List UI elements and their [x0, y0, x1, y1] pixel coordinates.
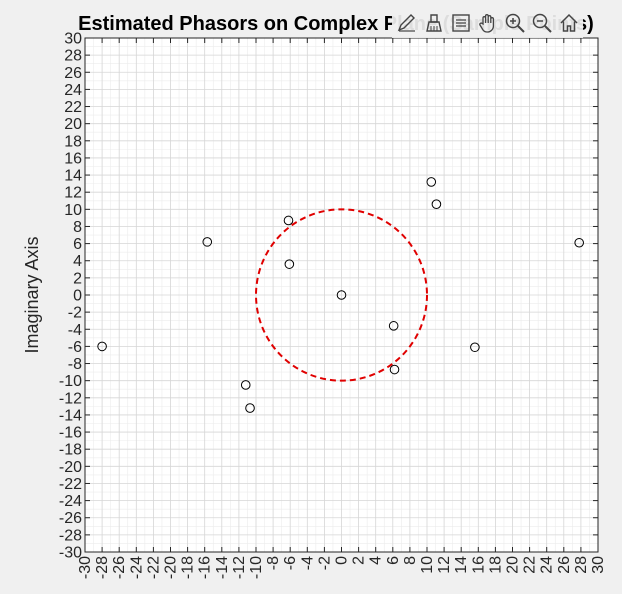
y-tick-label: 20: [64, 116, 82, 133]
x-tick-label: 18: [487, 556, 504, 574]
data-point-marker: [283, 215, 294, 226]
data-point-marker: [336, 290, 347, 300]
y-tick-label: 0: [73, 288, 82, 305]
y-tick-label: -8: [68, 356, 82, 373]
x-tick-label: -18: [180, 556, 197, 579]
zoom-out-icon: [532, 13, 552, 33]
x-tick-label: 2: [351, 556, 368, 565]
x-tick-label: 24: [539, 556, 556, 574]
y-tick-label: 28: [64, 48, 82, 65]
y-tick-label: 4: [73, 253, 82, 270]
y-tick-label: -28: [59, 527, 82, 544]
y-tick-label: 30: [64, 31, 82, 48]
y-tick-label: -6: [68, 339, 82, 356]
data-point-marker: [240, 380, 251, 390]
y-tick-label: -30: [59, 545, 82, 562]
x-tick-label: 4: [368, 556, 385, 565]
data-point-marker: [431, 199, 442, 209]
x-tick-label: 16: [470, 556, 487, 574]
home-button[interactable]: [556, 10, 581, 36]
x-tick-label: -16: [197, 556, 214, 579]
x-tick-label: -22: [145, 556, 162, 579]
y-tick-label: -18: [59, 442, 82, 459]
x-tick-label: -14: [214, 556, 231, 579]
data-point-marker: [284, 259, 295, 269]
data-tips-button[interactable]: [394, 10, 419, 36]
data-point-marker: [470, 342, 480, 353]
x-tick-label: -2: [316, 556, 333, 570]
x-tick-label: 26: [556, 556, 573, 574]
x-tick-label: -28: [94, 556, 111, 579]
x-tick-label: -4: [299, 556, 316, 570]
x-tick-label: 0: [334, 556, 351, 565]
zoom-in-button[interactable]: [502, 10, 527, 36]
x-tick-label: -8: [265, 556, 282, 570]
y-tick-label: -20: [59, 459, 82, 476]
x-tick-label: 14: [453, 556, 470, 574]
legend-button[interactable]: [448, 10, 473, 36]
y-axis-label: Imaginary Axis: [22, 236, 42, 353]
zoom-in-icon: [505, 13, 525, 33]
y-tick-label: -2: [68, 305, 82, 322]
reference-circle: [255, 208, 428, 382]
y-tick-label: 6: [73, 236, 82, 253]
x-tick-label: -20: [163, 556, 180, 579]
y-tick-label: 10: [64, 202, 82, 219]
x-tick-label: 12: [436, 556, 453, 574]
y-tick-label: -16: [59, 425, 82, 442]
y-tick-label: 14: [64, 168, 82, 185]
x-tick-label: -10: [248, 556, 265, 579]
legend-icon: [451, 14, 470, 32]
y-tick-label: 16: [64, 150, 82, 167]
y-tick-label: -10: [59, 373, 82, 390]
data-tips-icon: [397, 14, 415, 32]
y-tick-label: -14: [59, 407, 82, 424]
home-icon: [559, 13, 578, 32]
x-tick-label: 30: [590, 556, 607, 574]
axes-toolbar: [392, 8, 583, 38]
x-tick-label: 6: [385, 556, 402, 565]
pan-icon: [478, 14, 494, 33]
y-tick-label: -26: [59, 510, 82, 527]
x-tick-label: 20: [505, 556, 522, 574]
x-tick-label: 22: [522, 556, 539, 574]
y-tick-label: 12: [64, 185, 82, 202]
y-tick-label: 8: [73, 219, 82, 236]
data-point-marker: [202, 237, 213, 247]
y-tick-label: 22: [64, 99, 82, 116]
data-point-marker: [245, 403, 255, 413]
pan-button[interactable]: [475, 10, 500, 36]
brush-icon: [425, 14, 442, 32]
x-tick-label: 28: [573, 556, 590, 574]
data-point-marker: [389, 364, 400, 375]
data-point-marker: [97, 341, 107, 352]
x-tick-label: -26: [111, 556, 128, 579]
y-tick-label: -24: [59, 493, 82, 510]
data-point-marker: [426, 177, 437, 187]
x-tick-label: -24: [128, 556, 145, 579]
x-tick-label: -6: [282, 556, 299, 570]
brush-button[interactable]: [421, 10, 446, 36]
y-tick-label: -4: [68, 322, 82, 339]
y-tick-label: -22: [59, 476, 82, 493]
x-tick-label: -12: [231, 556, 248, 579]
data-point-marker: [574, 237, 584, 248]
x-tick-label: 10: [419, 556, 436, 574]
plot-axes[interactable]: -30 -28 -26 -24 -22 -20 -18 -16 -14 -12 -10 -8 -6 -4-…: [59, 31, 607, 580]
y-tick-label: 2: [73, 270, 82, 287]
x-tick-label: -30: [77, 556, 94, 579]
y-tick-label: -12: [59, 390, 82, 407]
x-tick-label: 8: [402, 556, 419, 565]
data-point-marker: [388, 321, 399, 331]
y-tick-label: 26: [64, 65, 82, 82]
zoom-out-button[interactable]: [529, 10, 554, 36]
y-tick-label: 24: [64, 82, 82, 99]
y-tick-label: 18: [64, 133, 82, 150]
